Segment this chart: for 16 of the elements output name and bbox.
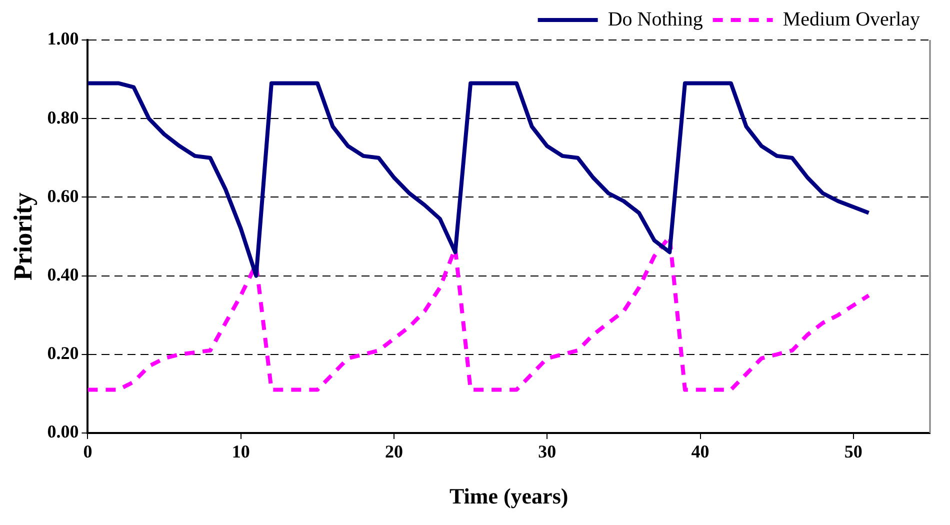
y-tick-label: 1.00 bbox=[47, 28, 79, 49]
y-tick-label: 0.40 bbox=[47, 264, 79, 284]
x-tick-label: 10 bbox=[232, 441, 250, 462]
x-tick-label: 50 bbox=[844, 441, 862, 462]
y-tick-label: 0.60 bbox=[47, 186, 79, 206]
x-tick-label: 30 bbox=[538, 441, 556, 462]
legend-label: Medium Overlay bbox=[782, 8, 920, 30]
y-tick-label: 0.20 bbox=[47, 343, 79, 364]
y-tick-label: 0.80 bbox=[47, 107, 79, 128]
x-tick-label: 20 bbox=[384, 441, 403, 462]
y-tick-label: 0.00 bbox=[47, 422, 79, 442]
x-tick-label: 0 bbox=[83, 441, 92, 462]
legend-label: Do Nothing bbox=[608, 8, 703, 30]
x-tick-label: 40 bbox=[691, 441, 710, 462]
y-axis-title: Priority bbox=[8, 192, 38, 281]
x-axis-title: Time (years) bbox=[449, 483, 568, 508]
